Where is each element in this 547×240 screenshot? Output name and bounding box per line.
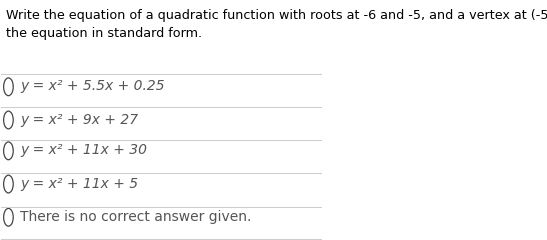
Text: y = x² + 11x + 5: y = x² + 11x + 5 <box>20 177 138 191</box>
Text: y = x² + 9x + 27: y = x² + 9x + 27 <box>20 113 138 126</box>
Text: y = x² + 11x + 30: y = x² + 11x + 30 <box>20 143 147 157</box>
Text: There is no correct answer given.: There is no correct answer given. <box>20 210 251 224</box>
Text: y = x² + 5.5x + 0.25: y = x² + 5.5x + 0.25 <box>20 79 165 93</box>
Text: Write the equation of a quadratic function with roots at -6 and -5, and a vertex: Write the equation of a quadratic functi… <box>5 8 547 40</box>
